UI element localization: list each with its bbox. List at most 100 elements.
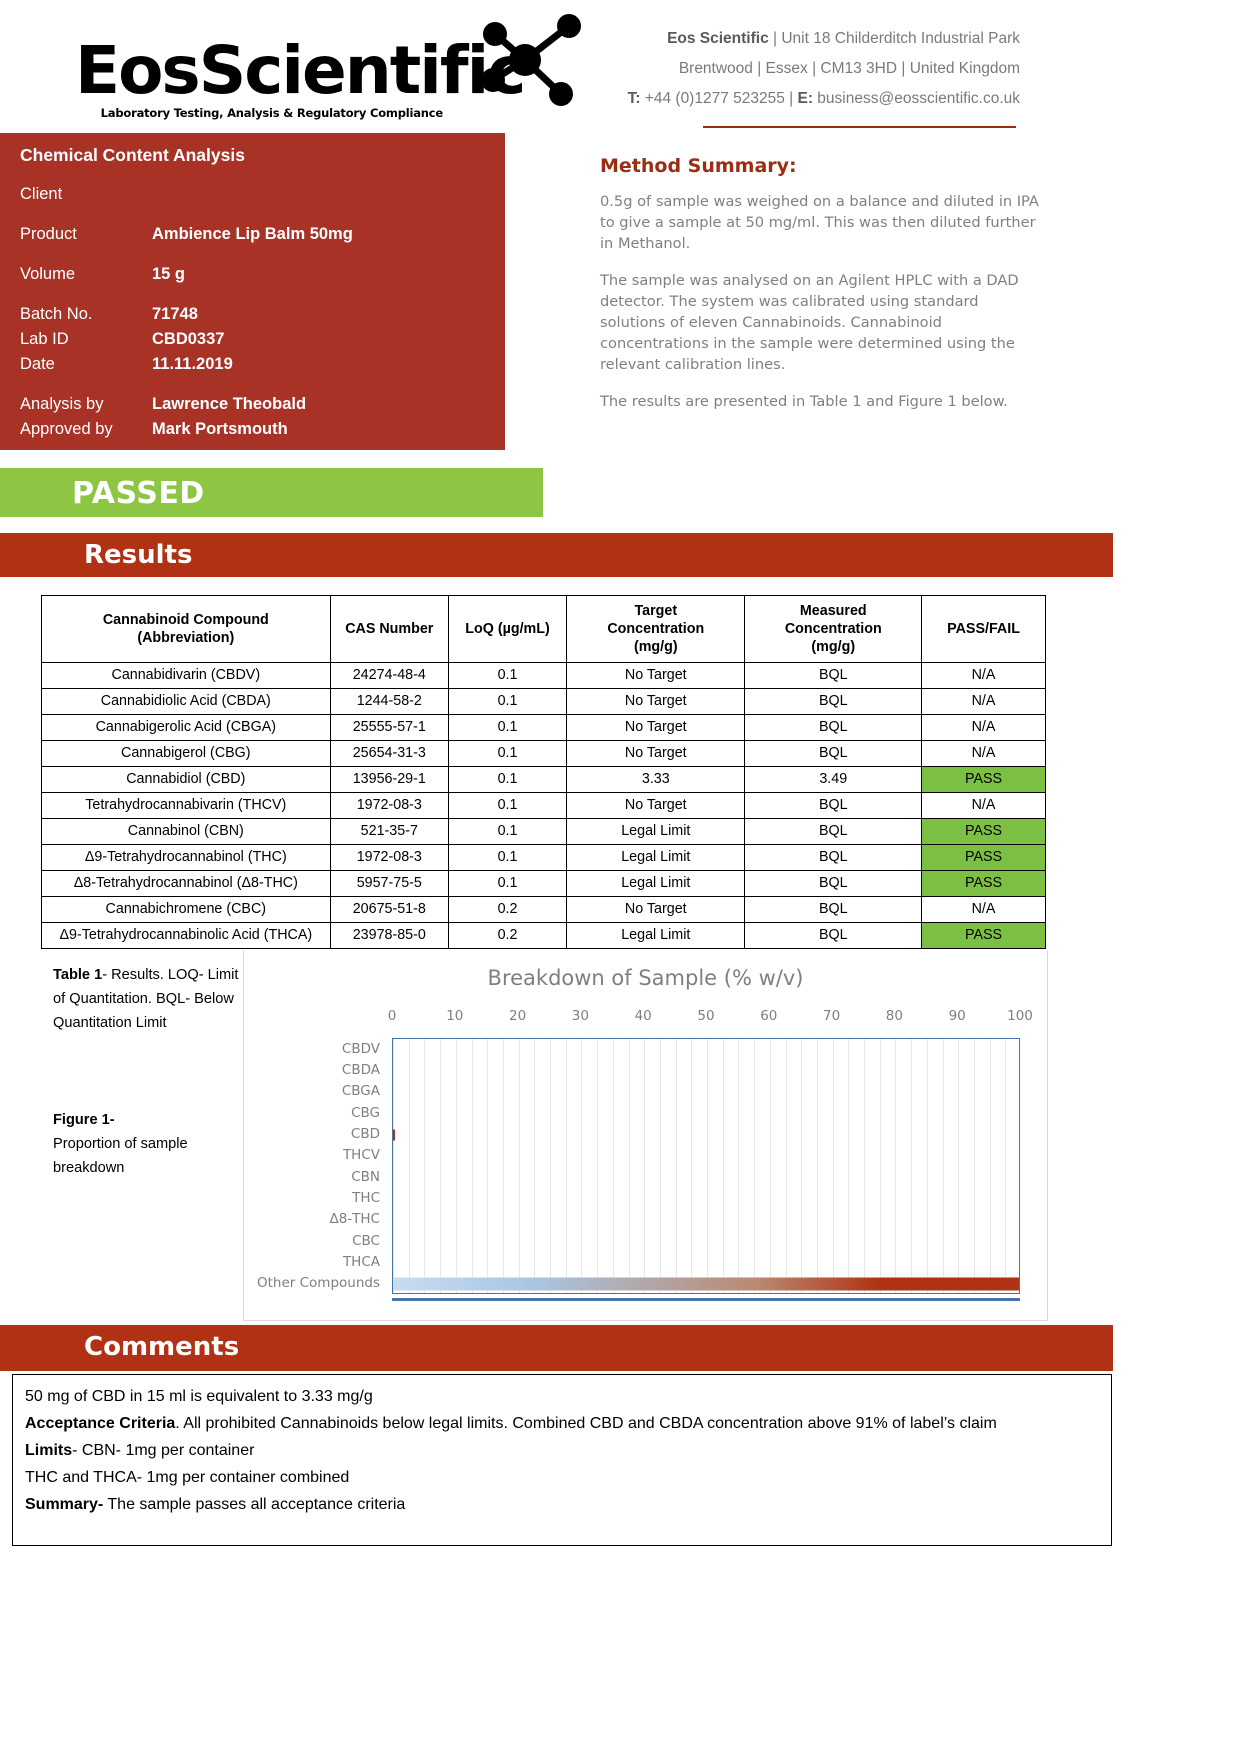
company-address: | Unit 18 Childerditch Industrial Park xyxy=(768,30,1020,47)
y-axis-category-label: CBG xyxy=(351,1104,380,1121)
table-row: Cannabidivarin (CBDV) 24274-48-4 0.1 No Tar… xyxy=(41,662,1046,689)
y-axis-category-label: THC xyxy=(352,1190,380,1206)
measured-concentration-cell: BQL xyxy=(744,662,923,689)
summary-label: Summary- xyxy=(25,1496,104,1513)
measured-concentration-cell: BQL xyxy=(744,818,923,845)
info-panel-title: Chemical Content Analysis xyxy=(20,145,245,165)
comment-line-2: Acceptance Criteria. All prohibited Cann… xyxy=(25,1411,1099,1436)
col-header-compound: Cannabinoid Compound (Abbreviation) xyxy=(41,595,331,663)
molecule-icon xyxy=(481,14,581,106)
comment-line-4: THC and THCA- 1mg per container combined xyxy=(25,1469,350,1486)
target-concentration-cell: 3.33 xyxy=(566,766,746,793)
col-header-target-line1: Target xyxy=(634,603,678,619)
acceptance-criteria-label: Acceptance Criteria xyxy=(25,1415,176,1432)
results-table-wrapper: Cannabinoid Compound (Abbreviation) CAS … xyxy=(41,595,1046,949)
company-contact-block: Eos Scientific | Unit 18 Childerditch In… xyxy=(560,24,1020,114)
y-axis-category-label: Other Compounds xyxy=(256,1275,380,1292)
company-logo: EosScientific Laboratory Testing, Analys… xyxy=(75,8,581,128)
cas-number-cell: 5957-75-5 xyxy=(329,870,449,897)
col-header-target-line2: Concentration xyxy=(607,621,705,637)
compound-name-cell: Tetrahydrocannabivarin (THCV) xyxy=(41,792,331,819)
results-table: Cannabinoid Compound (Abbreviation) CAS … xyxy=(41,595,1046,949)
info-label: Date xyxy=(20,355,55,373)
cas-number-cell: 1972-08-3 xyxy=(329,792,449,819)
y-axis-category-label: CBD xyxy=(350,1126,380,1142)
results-table-body: Cannabidivarin (CBDV) 24274-48-4 0.1 No Tar… xyxy=(41,662,1046,949)
x-axis-tick-label: 90 xyxy=(948,1008,966,1024)
target-concentration-cell: No Target xyxy=(566,740,746,767)
pass-fail-cell: N/A xyxy=(921,896,1046,923)
table-row: Cannabigerolic Acid (CBGA) 25555-57-1 0.1 N… xyxy=(41,714,1046,741)
loq-cell: 0.2 xyxy=(447,922,568,949)
chart-x-axis: 0 10 20 30 40 50 60 70 80 90 100 xyxy=(388,1008,1033,1028)
chart-gridlines xyxy=(393,1039,1019,1293)
table-caption: Table 1- Results. LOQ- Limit of Quantita… xyxy=(53,963,243,1035)
method-paragraph-2: The sample was analysed on an Agilent HP… xyxy=(600,272,1019,373)
chart-baseline xyxy=(392,1298,1020,1301)
compound-name-cell: Cannabinol (CBN) xyxy=(41,818,331,845)
table-row: Cannabinol (CBN) 521-35-7 0.1 Legal Limit BQ… xyxy=(41,818,1046,845)
target-concentration-cell: Legal Limit xyxy=(566,818,746,845)
compound-name-cell: Δ8-Tetrahydrocannabinol (Δ8-THC) xyxy=(41,870,331,897)
pass-fail-cell: N/A xyxy=(921,740,1046,767)
table-row: Tetrahydrocannabivarin (THCV) 1972-08-3 0.… xyxy=(41,792,1046,819)
info-value: Ambience Lip Balm 50mg xyxy=(152,225,353,243)
info-label: Product xyxy=(20,225,77,243)
compound-name-cell: Cannabidivarin (CBDV) xyxy=(41,662,331,689)
x-axis-tick-label: 10 xyxy=(446,1008,464,1024)
target-concentration-cell: Legal Limit xyxy=(566,922,746,949)
comments-section-header: Comments xyxy=(0,1325,1113,1371)
info-value: CBD0337 xyxy=(152,330,225,348)
chart-bars xyxy=(393,1039,1019,1293)
info-row-lab-id: Lab ID CBD0337 xyxy=(20,330,224,349)
y-axis-category-label: CBDA xyxy=(341,1062,380,1078)
sample-info-panel: Chemical Content Analysis Client Product… xyxy=(0,133,505,450)
comment-line-5: Summary- The sample passes all acceptanc… xyxy=(25,1492,1099,1517)
results-heading-label: Results xyxy=(84,540,193,570)
comments-box: 50 mg of CBD in 15 ml is equivalent to 3… xyxy=(12,1374,1112,1546)
x-axis-tick-label: 50 xyxy=(697,1008,715,1024)
info-row-volume: Volume 15 g xyxy=(20,265,185,284)
col-header-passfail: PASS/FAIL xyxy=(921,595,1046,663)
col-header-measured-line1: Measured xyxy=(799,603,867,619)
compound-name-cell: Δ9-Tetrahydrocannabinol (THC) xyxy=(41,844,331,871)
pass-fail-cell: PASS xyxy=(921,818,1046,845)
info-value: 71748 xyxy=(152,305,198,323)
y-axis-category-label: THCA xyxy=(342,1254,380,1270)
target-concentration-cell: No Target xyxy=(566,662,746,689)
measured-concentration-cell: BQL xyxy=(744,792,923,819)
target-concentration-cell: No Target xyxy=(566,714,746,741)
col-header-compound-line1: Cannabinoid Compound xyxy=(102,612,269,628)
logo-tagline: Laboratory Testing, Analysis & Regulator… xyxy=(100,106,444,120)
loq-cell: 0.1 xyxy=(447,844,568,871)
target-concentration-cell: Legal Limit xyxy=(566,870,746,897)
figure-caption: Figure 1- Proportion of sample breakdown xyxy=(53,1108,243,1180)
y-axis-category-label: CBDV xyxy=(341,1040,380,1057)
limits-label: Limits xyxy=(25,1442,73,1459)
pass-fail-cell: N/A xyxy=(921,662,1046,689)
contact-address-line2: Brentwood | Essex | CM13 3HD | United Ki… xyxy=(678,60,1020,77)
x-axis-tick-label: 70 xyxy=(823,1008,841,1024)
pass-fail-cell: PASS xyxy=(921,844,1046,871)
measured-concentration-cell: 3.49 xyxy=(744,766,923,793)
measured-concentration-cell: BQL xyxy=(744,896,923,923)
acceptance-criteria-text: . All prohibited Cannabinoids below lega… xyxy=(175,1415,997,1432)
method-paragraph-1: 0.5g of sample was weighed on a balance … xyxy=(600,193,1039,252)
chart-bar xyxy=(393,1129,396,1141)
compound-name-cell: Δ9-Tetrahydrocannabinolic Acid (THCA) xyxy=(41,922,331,949)
x-axis-tick-label: 60 xyxy=(760,1008,778,1024)
cas-number-cell: 20675-51-8 xyxy=(329,896,449,923)
info-row-product: Product Ambience Lip Balm 50mg xyxy=(20,225,353,244)
compound-name-cell: Cannabidiolic Acid (CBDA) xyxy=(41,688,331,715)
figure-caption-rest: Proportion of sample breakdown xyxy=(53,1136,188,1176)
table-row: Cannabigerol (CBG) 25654-31-3 0.1 No Target… xyxy=(41,740,1046,767)
comments-heading-label: Comments xyxy=(84,1332,240,1362)
comment-line-3: Limits- CBN- 1mg per container xyxy=(25,1438,1099,1463)
cas-number-cell: 25555-57-1 xyxy=(329,714,449,741)
col-header-measured: Measured Concentration (mg/g) xyxy=(744,595,923,663)
col-header-measured-line3: (mg/g) xyxy=(811,639,856,655)
pass-fail-cell: N/A xyxy=(921,714,1046,741)
info-label: Client xyxy=(20,185,63,203)
table-row: Δ8-Tetrahydrocannabinol (Δ8-THC) 5957-75-… xyxy=(41,870,1046,897)
